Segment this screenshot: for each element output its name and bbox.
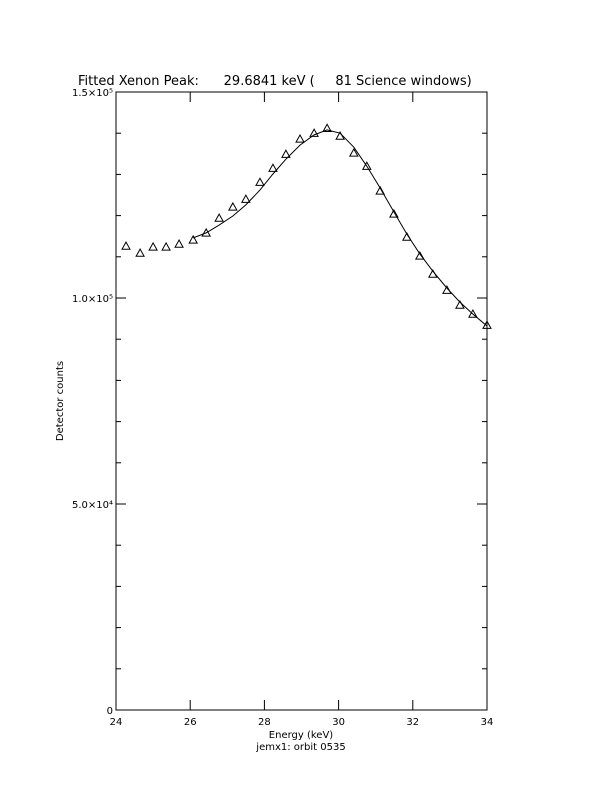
y-tick-label: 1.5×10⁵ xyxy=(72,88,113,99)
fit-line xyxy=(192,129,488,327)
data-point xyxy=(468,309,478,318)
data-point xyxy=(148,241,158,251)
y-tick-label: 5.0×10⁴ xyxy=(72,500,113,511)
y-axis-label: Detector counts xyxy=(55,361,66,441)
x-tick-label: 26 xyxy=(184,717,197,728)
x-tick-label: 32 xyxy=(406,717,419,728)
data-point xyxy=(228,201,238,211)
data-point xyxy=(389,208,399,218)
y-tick-label: 1.0×10⁵ xyxy=(72,294,113,305)
data-point xyxy=(255,177,265,186)
x-axis-label: Energy (keV) xyxy=(269,730,334,741)
subtitle: jemx1: orbit 0535 xyxy=(255,742,345,753)
x-tick-label: 28 xyxy=(258,717,271,728)
plot-frame xyxy=(115,91,488,711)
data-point xyxy=(295,133,305,143)
data-point xyxy=(348,147,359,157)
data-point xyxy=(214,213,224,222)
data-point xyxy=(188,234,199,244)
data-point xyxy=(414,250,425,260)
data-point xyxy=(309,128,319,137)
data-point xyxy=(241,194,251,203)
chart-title: Fitted Xenon Peak: 29.6841 keV ( 81 Scie… xyxy=(78,74,472,89)
data-point xyxy=(121,241,131,250)
data-point xyxy=(281,149,291,158)
data-point xyxy=(174,238,184,248)
x-tick-label: 34 xyxy=(481,717,494,728)
data-point xyxy=(322,123,332,132)
x-tick-label: 24 xyxy=(110,717,123,728)
data-point xyxy=(135,248,145,257)
data-point xyxy=(268,163,278,172)
x-tick-label: 30 xyxy=(332,717,345,728)
y-tick-label: 0 xyxy=(107,706,113,717)
data-point xyxy=(161,241,171,251)
data-point xyxy=(361,161,372,170)
data-point xyxy=(201,227,212,237)
